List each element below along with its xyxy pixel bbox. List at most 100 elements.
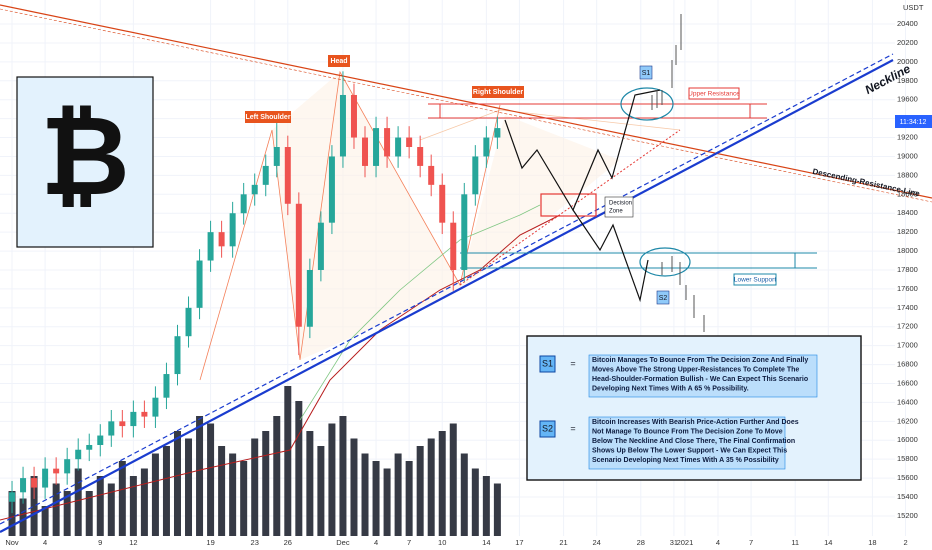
volume-bar [394, 453, 402, 536]
volume-bar [317, 446, 325, 536]
candle-body [328, 156, 335, 223]
volume-pane [8, 386, 501, 536]
label-box [472, 86, 524, 98]
candle-body [395, 137, 402, 157]
decision-zone-label: Zone [609, 209, 623, 215]
candle-body [284, 147, 291, 204]
s1-path [504, 89, 661, 212]
y-tick-label: 16400 [897, 397, 918, 406]
y-tick-label: 17800 [897, 265, 918, 274]
ghost-bars-up [651, 14, 682, 110]
volume-bar [295, 401, 303, 536]
info-line: Below The Neckline And Close There, The … [592, 438, 795, 445]
logo: ₿ [40, 95, 130, 218]
y-tick-label: 18800 [897, 170, 918, 179]
label-box [328, 55, 350, 67]
projection-line [459, 129, 681, 286]
volume-bar [162, 446, 170, 536]
volume-bar [30, 476, 38, 536]
y-tick-label: 19600 [897, 95, 918, 104]
volume-bar [140, 468, 148, 536]
s1-tag [539, 355, 556, 373]
x-tick-label: 12 [129, 538, 137, 547]
volume-bar [196, 416, 204, 536]
currency-label: USDT [903, 3, 924, 12]
candle-body [428, 165, 435, 185]
y-tick-label: 20400 [897, 19, 918, 28]
s2-path [572, 209, 649, 303]
price-tag-time: 11:34:12 [900, 119, 927, 126]
info-line: Bitcoin Manages To Bounce From The Decis… [592, 357, 808, 364]
candle-body [141, 411, 148, 417]
candle-body [350, 94, 357, 138]
volume-bar [229, 453, 237, 536]
info-text-box [588, 354, 818, 398]
volume-bar [218, 446, 226, 536]
y-tick-label: 18600 [897, 189, 918, 198]
candle-body [207, 232, 214, 261]
volume-bar [416, 446, 424, 536]
candle-body [185, 307, 192, 337]
y-tick-label: 16800 [897, 360, 918, 369]
candle-body [163, 374, 170, 398]
y-tick-label: 16000 [897, 435, 918, 444]
candle-body [229, 213, 236, 247]
ghost-bars-down [661, 256, 705, 332]
candle-body [251, 184, 258, 195]
label-box [245, 111, 291, 123]
volume-bar [74, 468, 82, 536]
neckline [0, 59, 894, 533]
candle-body [42, 468, 49, 488]
right-shoulder-label: Right Shoulder [473, 89, 523, 96]
y-tick-label: 19200 [897, 133, 918, 142]
candle-body [273, 147, 280, 166]
x-tick-label: 14 [824, 538, 832, 547]
y-tick-label: 15800 [897, 454, 918, 463]
x-tick-label: 28 [637, 538, 645, 547]
candle-body [240, 194, 247, 214]
info-line: Bitcoin Increases With Bearish Price-Act… [592, 419, 799, 426]
candle-body [196, 260, 203, 308]
y-tick-label: 19000 [897, 151, 918, 160]
s2-label: S2 [659, 295, 668, 302]
candle-body [295, 203, 302, 327]
y-tick-label: 16200 [897, 416, 918, 425]
descending-resistance-line-2 [0, 8, 932, 203]
candle-body [97, 435, 104, 445]
info-line: Developing Next Times With A 65 % Possib… [592, 385, 749, 392]
x-tick-label: 14 [482, 538, 490, 547]
candle-body [461, 194, 468, 270]
volume-bar [118, 461, 126, 536]
candle-body [339, 94, 346, 157]
y-tick-label: 15400 [897, 492, 918, 501]
label-box [604, 196, 634, 218]
info-s1-tag: S1 [542, 358, 553, 368]
volume-bar [173, 431, 181, 536]
candle-body [218, 232, 225, 247]
candle-body [306, 269, 313, 327]
x-tick-label: 4 [43, 538, 47, 547]
info-line: Head-Shoulder-Formation Bullish - We Can… [592, 376, 808, 383]
shade [419, 109, 681, 141]
x-tick-label: 23 [251, 538, 259, 547]
upper-resistance-label: Upper Resistance [688, 91, 740, 98]
volume-bar [63, 491, 71, 536]
candle-body [130, 411, 137, 427]
volume-bar [350, 438, 358, 536]
descending-resistance-line [0, 4, 932, 199]
y-tick-label: 18000 [897, 246, 918, 255]
volume-bar [449, 423, 457, 536]
volume-bar [151, 453, 159, 536]
x-tick-label: 10 [438, 538, 446, 547]
x-tick-label: 21 [559, 538, 567, 547]
volume-bar [405, 461, 413, 536]
candle-body [86, 444, 93, 450]
x-tick-label: 17 [515, 538, 523, 547]
x-tick-label: 26 [284, 538, 292, 547]
candle-body [472, 156, 479, 195]
volume-bar [185, 438, 193, 536]
candle-body [439, 184, 446, 223]
volume-bar [328, 423, 336, 536]
s2-tag [539, 420, 556, 438]
